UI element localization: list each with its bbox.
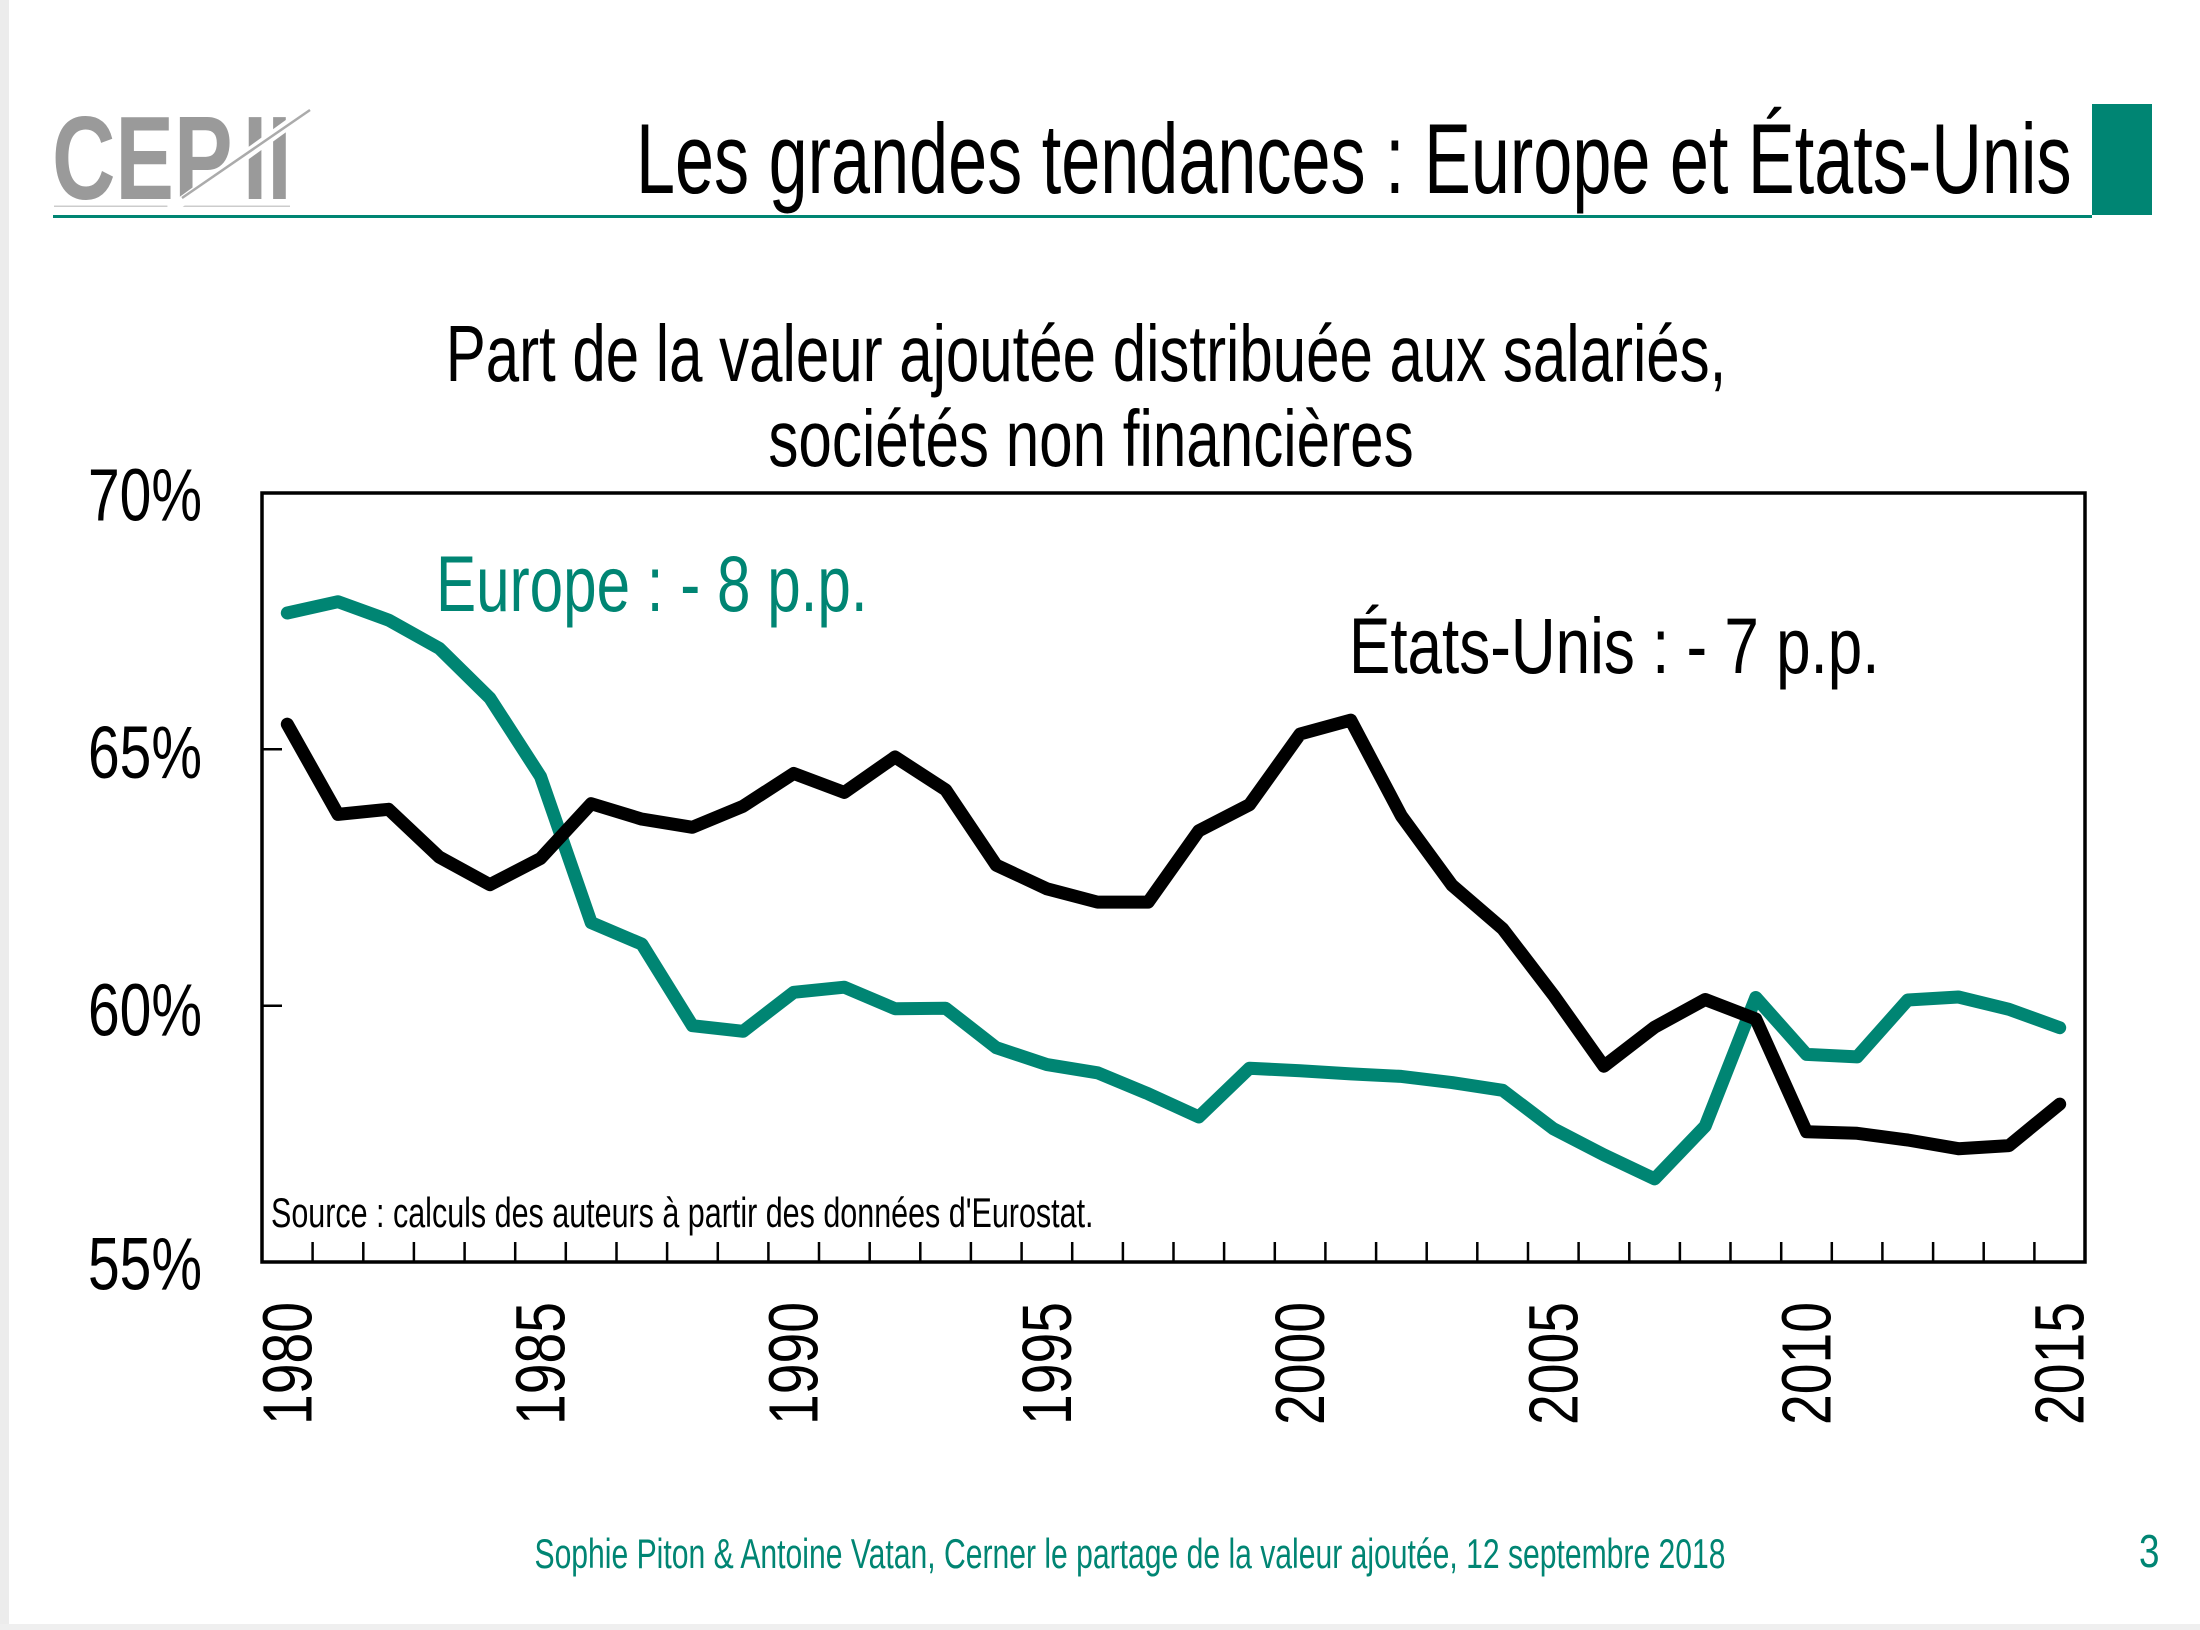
- svg-text:Part de la valeur ajoutée dist: Part de la valeur ajoutée distribuée aux…: [446, 309, 1727, 398]
- svg-text:1980: 1980: [249, 1302, 327, 1425]
- svg-text:1990: 1990: [756, 1302, 834, 1425]
- svg-text:sociétés non financières: sociétés non financières: [768, 394, 1413, 483]
- svg-text:Sophie Piton & Antoine Vatan,: Sophie Piton & Antoine Vatan, Cerner le …: [534, 1530, 1725, 1577]
- svg-text:1985: 1985: [502, 1302, 580, 1425]
- svg-text:70%: 70%: [88, 453, 202, 536]
- svg-text:3: 3: [2139, 1525, 2159, 1577]
- svg-text:2010: 2010: [1768, 1302, 1846, 1425]
- svg-text:Europe : - 8 p.p.: Europe : - 8 p.p.: [436, 539, 868, 628]
- svg-text:2005: 2005: [1515, 1302, 1593, 1425]
- svg-text:Les grandes tendances : Europe: Les grandes tendances : Europe et États-…: [636, 104, 2072, 215]
- svg-text:2015: 2015: [2022, 1302, 2100, 1425]
- svg-text:65%: 65%: [88, 711, 202, 794]
- svg-text:55%: 55%: [88, 1222, 202, 1305]
- svg-text:1995: 1995: [1009, 1302, 1087, 1425]
- svg-text:2000: 2000: [1262, 1302, 1340, 1425]
- svg-text:États-Unis : - 7 p.p.: États-Unis : - 7 p.p.: [1349, 603, 1879, 691]
- svg-text:60%: 60%: [88, 968, 202, 1051]
- svg-text:Source : calculs des auteurs à: Source : calculs des auteurs à partir de…: [271, 1189, 1094, 1236]
